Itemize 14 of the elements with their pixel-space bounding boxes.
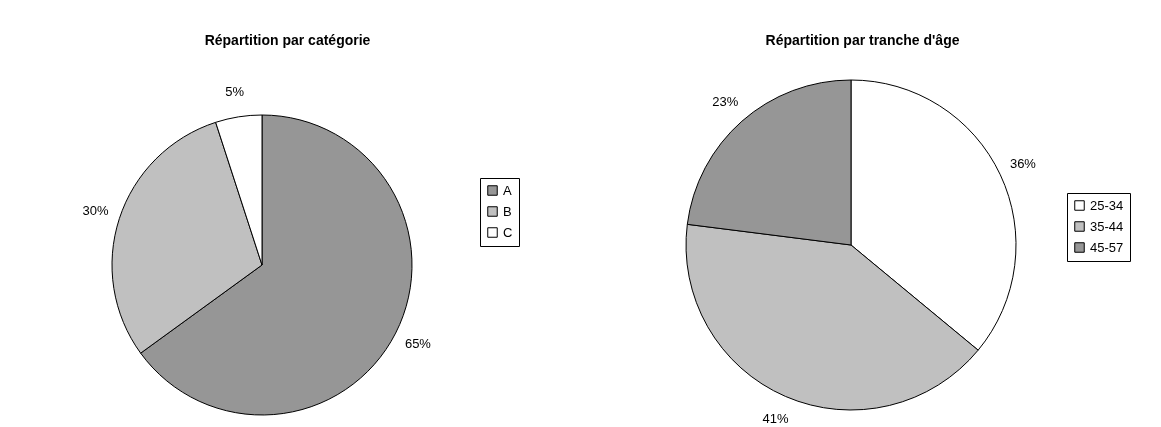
legend-label: A bbox=[503, 182, 512, 198]
data-label: 23% bbox=[712, 94, 739, 110]
data-label: 41% bbox=[762, 411, 789, 427]
data-label: 36% bbox=[1009, 156, 1037, 172]
legend-label: 25-34 bbox=[1090, 197, 1124, 213]
legend-label: 45-57 bbox=[1090, 239, 1124, 255]
chart-title: Répartition par catégorie bbox=[204, 32, 371, 48]
data-label: 65% bbox=[404, 336, 432, 352]
legend-label: C bbox=[503, 224, 513, 240]
chart-title: Répartition par tranche d'âge bbox=[765, 32, 960, 48]
data-label: 5% bbox=[225, 84, 245, 100]
data-label: 30% bbox=[82, 202, 110, 218]
legend-label: B bbox=[503, 203, 512, 219]
legend-label: 35-44 bbox=[1090, 218, 1124, 234]
